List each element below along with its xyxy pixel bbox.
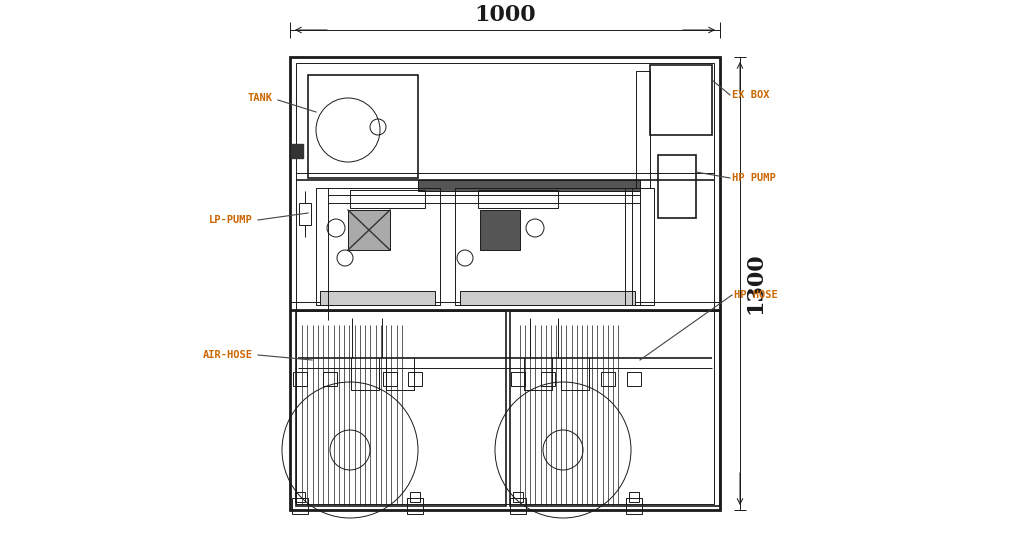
Bar	[316, 188, 440, 305]
Bar	[407, 498, 423, 514]
Bar	[418, 180, 640, 191]
Bar	[348, 210, 390, 250]
Text: 1300: 1300	[744, 253, 766, 314]
Text: HP HOSE: HP HOSE	[734, 290, 778, 300]
Bar	[350, 190, 425, 208]
Bar	[296, 63, 714, 504]
Bar	[295, 492, 305, 502]
Text: TANK: TANK	[248, 93, 273, 103]
Bar	[460, 291, 635, 305]
Bar	[293, 372, 307, 386]
Polygon shape	[291, 144, 303, 158]
Text: HP PUMP: HP PUMP	[732, 173, 776, 183]
Bar	[319, 291, 435, 305]
Bar	[601, 372, 615, 386]
Bar	[323, 372, 337, 386]
Bar	[510, 498, 526, 514]
Bar	[480, 210, 520, 250]
Text: AIR-HOSE: AIR-HOSE	[203, 350, 253, 360]
Bar	[478, 190, 558, 208]
Bar	[308, 75, 418, 178]
Bar	[408, 372, 422, 386]
Bar	[290, 57, 720, 510]
Bar	[296, 311, 506, 506]
Bar	[299, 203, 311, 225]
Bar	[511, 372, 525, 386]
Bar	[636, 71, 650, 188]
Text: LP-PUMP: LP-PUMP	[209, 215, 253, 225]
Bar	[541, 372, 555, 386]
Bar	[650, 65, 712, 135]
Bar	[629, 492, 639, 502]
Bar	[455, 188, 640, 305]
Bar	[658, 155, 696, 218]
Bar	[626, 498, 642, 514]
Bar	[383, 372, 397, 386]
Bar	[513, 492, 523, 502]
Bar	[292, 498, 308, 514]
Text: 1000: 1000	[474, 4, 536, 26]
Bar	[510, 311, 720, 506]
Bar	[627, 372, 641, 386]
Bar	[410, 492, 420, 502]
Bar	[632, 188, 654, 305]
Text: EX BOX: EX BOX	[732, 90, 769, 100]
